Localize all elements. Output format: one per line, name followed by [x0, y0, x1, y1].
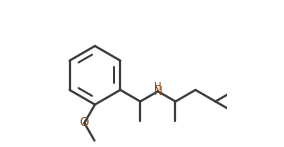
Text: H: H	[154, 82, 162, 92]
Text: O: O	[80, 116, 89, 130]
Text: N: N	[154, 85, 162, 98]
